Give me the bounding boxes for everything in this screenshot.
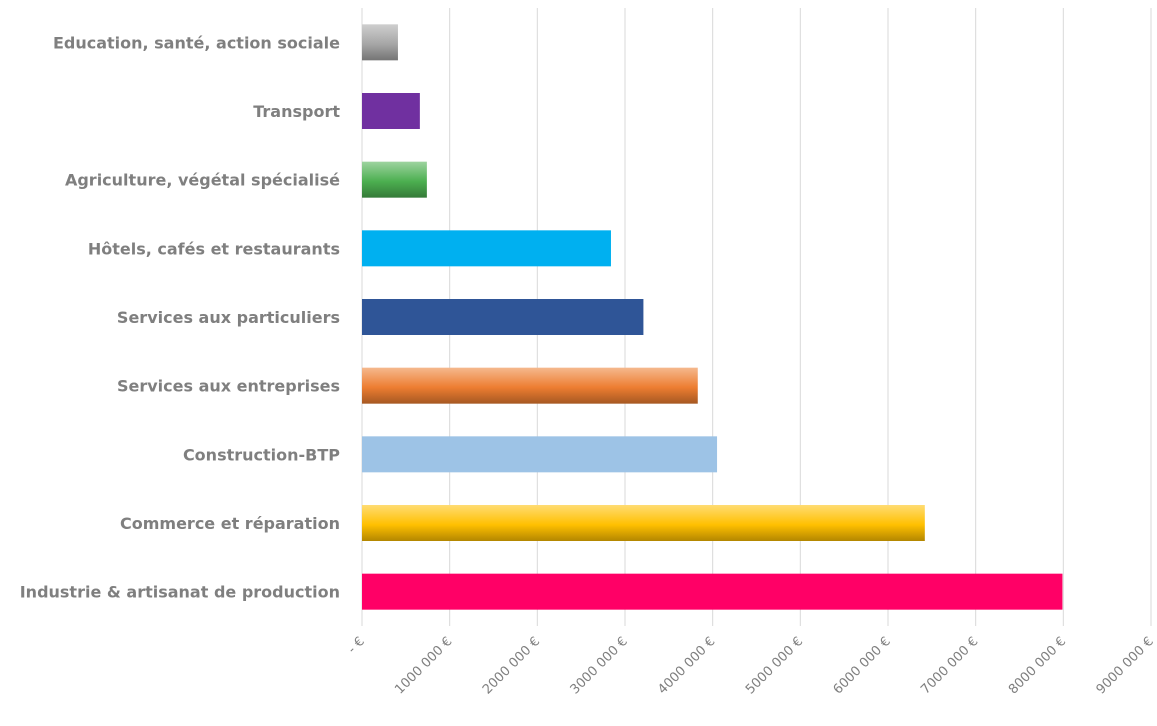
x-tick-label: 3000 000 € — [568, 634, 631, 697]
bar — [362, 93, 420, 129]
category-label: Services aux particuliers — [117, 308, 340, 327]
x-tick-label: 2000 000 € — [480, 634, 543, 697]
x-tick-label: 8000 000 € — [1006, 634, 1069, 697]
gridlines — [361, 8, 1152, 626]
bar — [362, 161, 427, 198]
x-tick-label: 7000 000 € — [918, 634, 981, 697]
bar — [362, 573, 1063, 610]
bar — [362, 505, 925, 541]
bar — [362, 367, 698, 404]
bar — [362, 436, 718, 473]
x-tick-label: 6000 000 € — [831, 634, 894, 697]
category-label: Commerce et réparation — [120, 514, 340, 533]
category-label: Education, santé, action sociale — [53, 33, 340, 52]
x-axis-tick-labels: - € 1000 000 € 2000 000 € 3000 000 € 4000 00… — [345, 634, 1157, 697]
category-label: Industrie & artisanat de production — [20, 583, 340, 602]
category-label: Agriculture, végétal spécialisé — [65, 171, 340, 190]
bar — [362, 230, 611, 267]
category-label: Services aux entreprises — [117, 377, 340, 396]
category-label: Transport — [253, 102, 340, 121]
category-label: Construction-BTP — [183, 445, 340, 464]
x-tick-label: 1000 000 € — [392, 634, 455, 697]
bars — [362, 24, 1063, 610]
x-tick-label: 4000 000 € — [655, 634, 718, 697]
category-label: Hôtels, cafés et restaurants — [88, 239, 340, 258]
x-tick-label: - € — [345, 634, 368, 657]
x-tick-label: 5000 000 € — [743, 634, 806, 697]
x-tick-label: 9000 000 € — [1094, 634, 1157, 697]
bar — [362, 24, 398, 61]
bar — [362, 299, 644, 335]
category-labels: Industrie & artisanat de production Comme… — [20, 33, 341, 601]
